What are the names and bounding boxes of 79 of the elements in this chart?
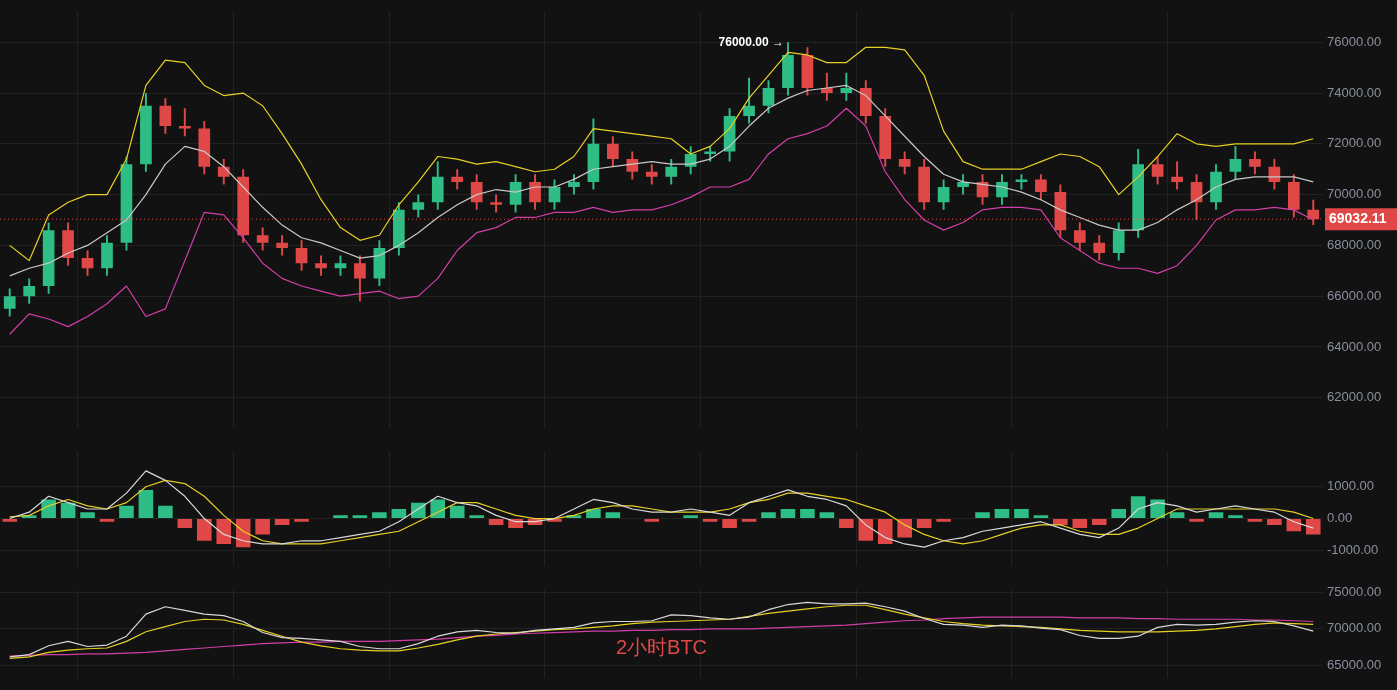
bar <box>1111 509 1127 519</box>
bar <box>352 515 368 519</box>
annotation: 76000.00 → <box>718 34 784 49</box>
y-tick-label: 0.00 <box>1327 510 1353 526</box>
y-tick-label: 68000.00 <box>1327 236 1382 252</box>
bar <box>1208 512 1224 519</box>
bar <box>761 512 776 519</box>
candlestick <box>490 194 502 213</box>
bar <box>877 519 893 544</box>
bar <box>216 519 232 544</box>
bar <box>839 519 854 529</box>
bar <box>158 505 173 519</box>
bar <box>819 512 835 519</box>
bar <box>916 519 932 529</box>
bar <box>255 519 270 535</box>
bar <box>858 519 874 541</box>
bar <box>391 509 407 519</box>
candlestick <box>1249 151 1261 175</box>
bar <box>644 519 660 522</box>
bar <box>449 505 465 519</box>
bar <box>936 519 951 522</box>
y-tick-label: 66000.00 <box>1327 287 1382 303</box>
bar <box>975 512 990 519</box>
bar <box>741 519 757 522</box>
bar <box>430 499 446 519</box>
bar <box>488 519 504 525</box>
bar <box>41 499 56 519</box>
bar <box>1033 515 1049 519</box>
bar <box>586 509 601 519</box>
bar <box>702 519 718 522</box>
y-tick-label: 65000.00 <box>1327 657 1382 673</box>
bar <box>2 519 18 522</box>
bar <box>469 515 484 519</box>
y-tick-label: 70000.00 <box>1327 620 1382 636</box>
y-tick-label: -1000.00 <box>1327 541 1379 557</box>
ref-line-label: 69032.11 <box>1329 210 1387 227</box>
bar <box>1072 519 1088 529</box>
bar <box>1014 509 1029 519</box>
bar <box>80 512 95 519</box>
bar <box>800 509 815 519</box>
y-tick-label: 72000.00 <box>1327 135 1382 151</box>
bar <box>605 512 621 519</box>
bar <box>1053 519 1068 525</box>
y-tick-label: 75000.00 <box>1327 583 1382 599</box>
bar <box>1305 519 1321 535</box>
y-tick-label: 64000.00 <box>1327 338 1382 354</box>
candlestick <box>898 151 911 175</box>
bar <box>119 505 134 519</box>
bar <box>1267 519 1282 525</box>
bar <box>1247 519 1263 522</box>
bar <box>177 519 193 529</box>
bar <box>1130 496 1146 519</box>
y-tick-label: 70000.00 <box>1327 186 1382 202</box>
bar <box>138 489 154 519</box>
bar <box>60 502 76 519</box>
candlestick <box>412 194 425 218</box>
bar <box>372 512 387 519</box>
bar <box>333 515 348 519</box>
bar <box>722 519 737 529</box>
bar <box>994 509 1010 519</box>
bar <box>274 519 290 525</box>
candlestick <box>178 108 191 137</box>
y-tick-label: 74000.00 <box>1327 84 1382 100</box>
annotation: 2小时BTC <box>615 635 708 658</box>
bar <box>780 509 796 519</box>
y-tick-label: 76000.00 <box>1327 33 1382 49</box>
bar <box>99 519 115 522</box>
y-tick-label: 1000.00 <box>1327 478 1374 494</box>
candlestick <box>1015 174 1028 190</box>
bar <box>683 515 698 519</box>
y-tick-label: 62000.00 <box>1327 389 1382 405</box>
bar <box>294 519 309 522</box>
bar <box>1228 515 1243 519</box>
bar <box>196 519 212 541</box>
candlestick <box>704 146 716 162</box>
bar <box>897 519 912 538</box>
bar <box>1189 519 1204 522</box>
bar <box>1169 512 1185 519</box>
bar <box>1091 519 1107 525</box>
